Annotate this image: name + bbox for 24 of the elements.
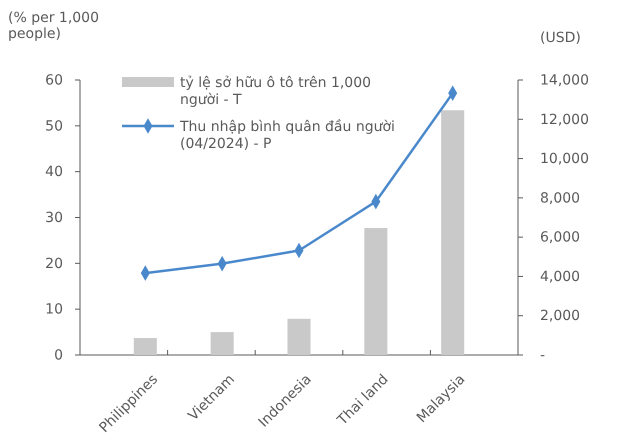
y-tick-label: 30 [45, 210, 63, 226]
y-tick-label: 60 [45, 72, 63, 88]
y-tick-label: 0 [54, 347, 63, 364]
y2-axis-title: (USD) [540, 30, 581, 46]
y2-tick-label: - [540, 347, 546, 364]
bar [134, 338, 157, 355]
y2-tick-label: 6,000 [540, 230, 580, 246]
y-axis-title: (% per 1,000 people) [8, 10, 99, 42]
y2-tick-label: 2,000 [540, 308, 580, 324]
y2-tick-label: 14,000 [540, 72, 589, 88]
bar [441, 110, 464, 355]
y2-tick-label: 4,000 [540, 268, 580, 285]
y2-tick-label: 10,000 [540, 151, 589, 168]
y2-tick-label: 8,000 [540, 190, 580, 206]
legend-label: tỷ lệ sở hữu ô tô trên 1,000 người - T [180, 75, 372, 108]
y-tick-label: 20 [45, 256, 63, 272]
y2-tick-label: 12,000 [540, 112, 589, 128]
bar [364, 228, 388, 355]
y-tick-label: 40 [45, 164, 63, 180]
bar [210, 332, 234, 355]
legend-label: Thu nhập bình quân đầu người (04/2024) - P [179, 119, 395, 152]
bar [287, 318, 311, 355]
y-tick-label: 10 [45, 302, 63, 318]
y-tick-label: 50 [45, 118, 63, 134]
